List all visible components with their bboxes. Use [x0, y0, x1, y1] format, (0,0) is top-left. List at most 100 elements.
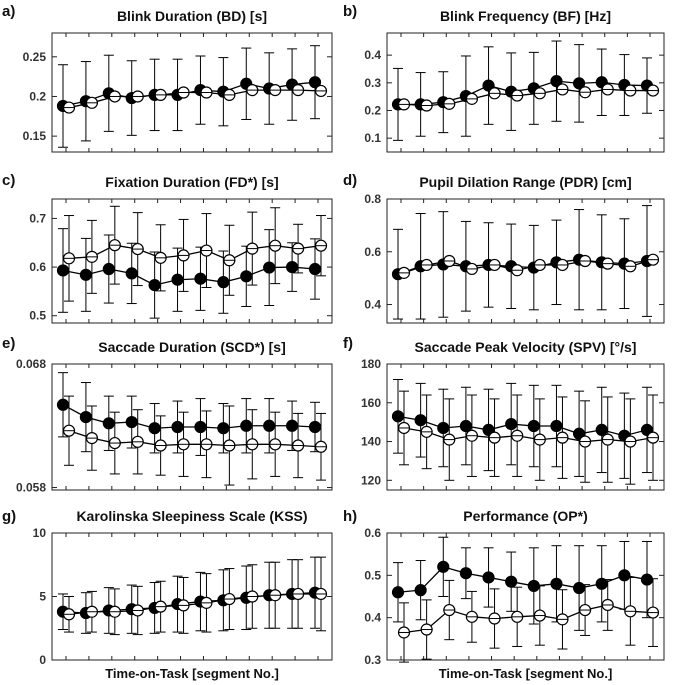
series-filled: [391, 205, 654, 320]
panel-title: Performance (OP*): [463, 508, 587, 524]
y-tick-label: 0.15: [23, 129, 47, 143]
panel-title: Karolinska Sleepiness Scale (KSS): [76, 508, 307, 524]
data-point: [572, 77, 586, 90]
panel-title: Saccade Peak Velocity (SPV) [°/s]: [415, 339, 637, 355]
chart-panel-2: b) Blink Frequency (BF) [Hz] 0.1 0.2 0.3 0.4: [343, 3, 665, 153]
data-point: [391, 586, 405, 599]
series-filled: [56, 228, 322, 319]
data-point: [56, 398, 70, 411]
y-tick-label: 0.5: [29, 309, 46, 323]
x-axis-label: Time-on-Task [segment No.]: [439, 666, 613, 681]
y-tick-label: 160: [361, 396, 381, 410]
series-open: [397, 576, 660, 663]
plot-frame: [51, 32, 333, 153]
panel-letter: f): [343, 335, 353, 352]
panel-letter: g): [2, 508, 16, 525]
y-tick-label: 0.5: [364, 568, 381, 582]
data-point: [391, 410, 405, 423]
panel-title: Saccade Duration (SCD*) [s]: [98, 339, 285, 355]
data-point: [194, 420, 207, 434]
y-tick-label: 120: [361, 473, 381, 487]
series-filled: [56, 45, 322, 148]
panel-title: Blink Frequency (BF) [Hz]: [440, 8, 611, 24]
series-line: [68, 593, 321, 615]
data-point: [79, 411, 93, 424]
series-open: [397, 253, 660, 279]
y-tick-label: 0.25: [23, 50, 47, 64]
plot-frame: [386, 363, 665, 491]
chart-panel-5: e) Saccade Duration (SCD*) [s] 0.058 0.068: [2, 335, 333, 495]
panel-letter: a): [2, 3, 15, 20]
data-point: [640, 573, 654, 586]
y-tick-label: 0.6: [29, 260, 46, 274]
y-tick-label: 0.8: [364, 192, 381, 206]
plot-frame: [51, 198, 333, 324]
data-point: [459, 419, 473, 433]
series-line: [403, 604, 654, 634]
y-tick-label: 0.1: [364, 131, 381, 145]
data-point: [125, 267, 138, 280]
data-point: [308, 76, 322, 89]
chart-panel-4: d) Pupil Dilation Range (PDR) [cm] 0.4 0.6 0…: [343, 172, 665, 324]
data-point: [550, 419, 563, 433]
y-tick-label: 0.6: [364, 245, 381, 259]
data-point: [240, 419, 253, 432]
data-point: [263, 419, 276, 432]
series-open: [397, 83, 660, 112]
plot-frame: [386, 532, 665, 661]
y-tick-label: 140: [361, 435, 381, 449]
chart-panel-3: c) Fixation Duration (FD*) [s] 0.5 0.6 0.7: [2, 172, 333, 324]
y-tick-label: 0.2: [364, 103, 381, 117]
data-point: [171, 420, 184, 434]
data-point: [550, 75, 563, 88]
chart-panel-1: a) Blink Duration (BD) [s] 0.15 0.2 0.25: [2, 3, 333, 153]
data-point: [550, 577, 563, 590]
data-point: [217, 422, 230, 435]
data-point: [194, 272, 207, 285]
series-line: [62, 404, 316, 429]
panel-letter: b): [343, 3, 357, 20]
data-point: [148, 278, 161, 292]
y-tick-label: 0: [39, 653, 46, 667]
y-tick-label: 0.4: [364, 298, 381, 312]
y-tick-label: 5: [39, 590, 46, 604]
plot-frame: [51, 363, 333, 491]
series-open: [62, 556, 328, 636]
data-point: [79, 268, 93, 281]
data-point: [437, 421, 450, 435]
y-tick-label: 0.6: [364, 526, 381, 540]
y-tick-label: 180: [361, 357, 381, 371]
panel-title: Blink Duration (BD) [s]: [117, 8, 267, 24]
chart-panel-6: f) Saccade Peak Velocity (SPV) [°/s] 120 14…: [343, 335, 665, 491]
panel-title: Fixation Duration (FD*) [s]: [105, 174, 278, 190]
data-point: [102, 417, 115, 430]
series-line: [68, 430, 322, 448]
y-tick-label: 0.3: [364, 76, 381, 90]
y-tick-label: 0.4: [364, 48, 381, 62]
series-line: [62, 266, 316, 286]
data-point: [125, 415, 138, 429]
y-tick-label: 10: [33, 526, 47, 540]
data-point: [308, 420, 322, 434]
data-point: [482, 571, 495, 584]
y-tick-label: 0.4: [364, 611, 381, 625]
y-tick-label: 0.058: [16, 481, 46, 495]
panel-letter: c): [2, 172, 15, 189]
series-open: [62, 84, 328, 114]
series-line: [68, 244, 322, 261]
data-point: [595, 423, 608, 437]
y-tick-label: 0.068: [16, 357, 46, 371]
chart-panel-8: h) Performance (OP*) 0.3 0.4 0.5 0.6 Time-on-T…: [343, 508, 665, 681]
y-tick-label: 0.2: [29, 89, 46, 103]
data-point: [618, 569, 631, 582]
data-point: [505, 575, 518, 588]
x-axis-label: Time-on-Task [segment No.]: [105, 666, 279, 681]
data-point: [414, 584, 427, 597]
data-point: [240, 270, 253, 283]
panel-letter: e): [2, 335, 15, 352]
series-open: [62, 205, 328, 302]
data-point: [308, 262, 322, 276]
data-point: [437, 560, 450, 573]
data-point: [285, 419, 299, 432]
